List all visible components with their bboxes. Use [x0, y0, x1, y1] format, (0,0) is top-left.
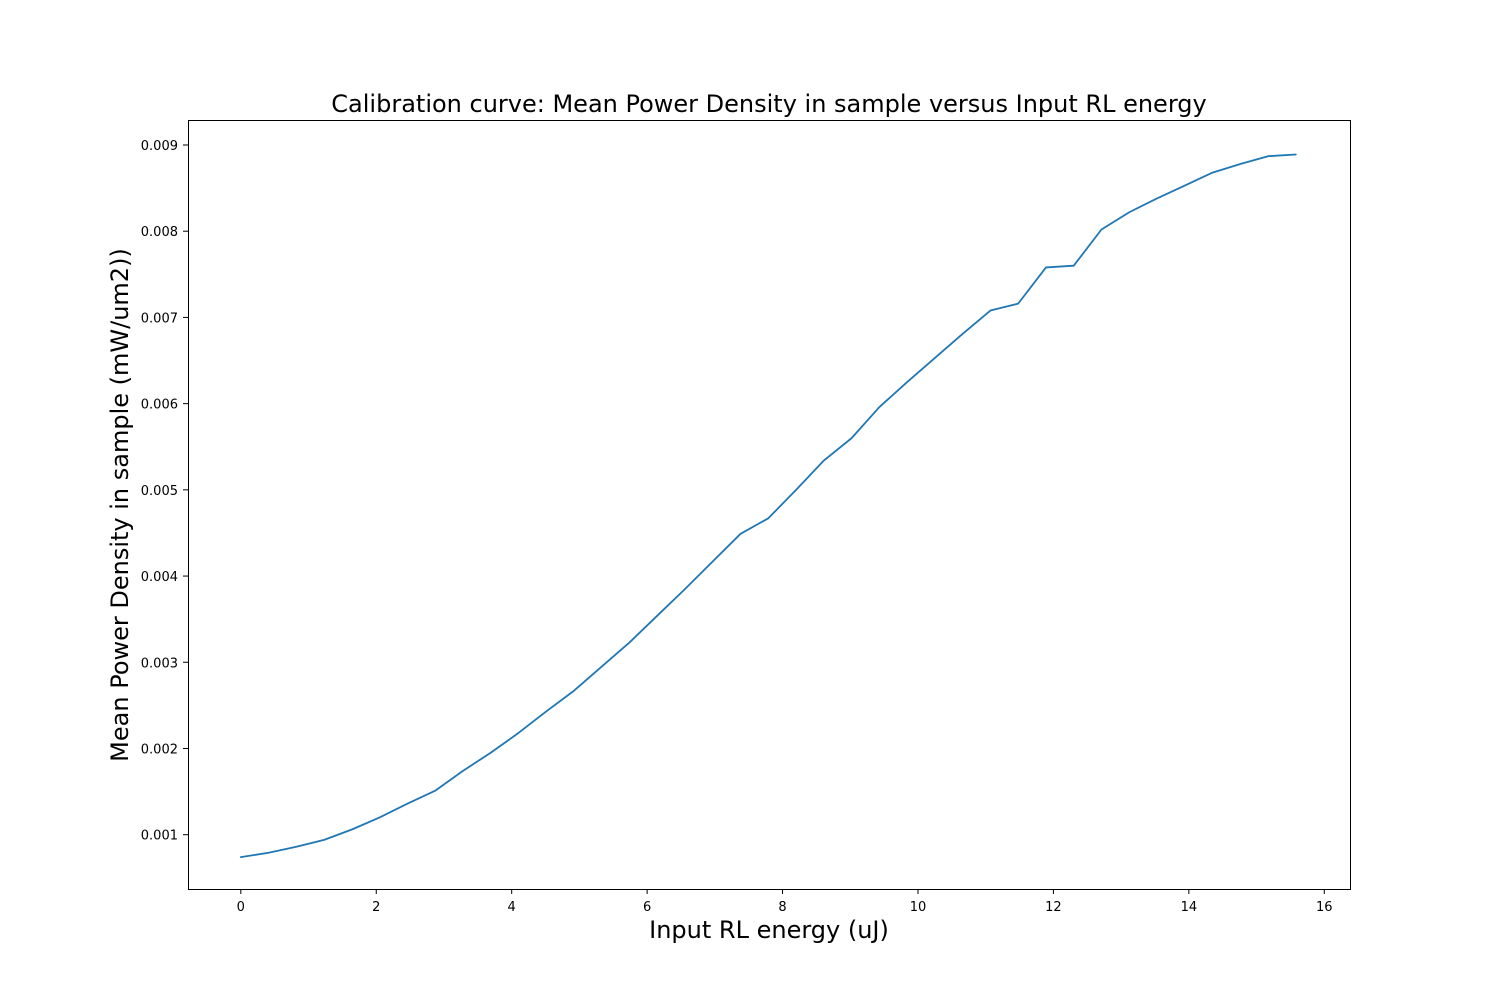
x-tick-label: 10	[910, 900, 927, 915]
x-axis-ticks: 0 2 4 6 8 10 12 14 16	[237, 889, 1333, 915]
y-tick-label: 0.007	[141, 311, 178, 326]
x-tick-label: 12	[1045, 900, 1062, 915]
x-tick-label: 16	[1316, 900, 1333, 915]
chart-title: Calibration curve: Mean Power Density in…	[331, 90, 1206, 118]
series-line	[239, 153, 1297, 858]
plot-area-frame	[188, 120, 1351, 890]
x-tick-label: 14	[1181, 900, 1198, 915]
x-tick-label: 8	[778, 900, 786, 915]
y-tick-label: 0.003	[141, 656, 178, 671]
x-tick-label: 0	[237, 900, 245, 915]
y-tick-label: 0.005	[141, 484, 178, 499]
x-tick-label: 4	[508, 900, 516, 915]
y-tick-label: 0.004	[141, 570, 178, 585]
y-axis-ticks: 0.001 0.002 0.003 0.004 0.005 0.006 0.007 0.008…	[141, 139, 188, 844]
y-axis-label: Mean Power Density in sample (mW/um2))	[106, 248, 134, 762]
x-axis-label: Input RL energy (uJ)	[649, 916, 889, 944]
x-tick-label: 2	[372, 900, 380, 915]
y-tick-label: 0.008	[141, 225, 178, 240]
y-tick-label: 0.001	[141, 829, 178, 844]
y-tick-label: 0.006	[141, 398, 178, 413]
y-tick-label: 0.002	[141, 742, 178, 757]
y-tick-label: 0.009	[141, 139, 178, 154]
x-tick-label: 6	[643, 900, 651, 915]
